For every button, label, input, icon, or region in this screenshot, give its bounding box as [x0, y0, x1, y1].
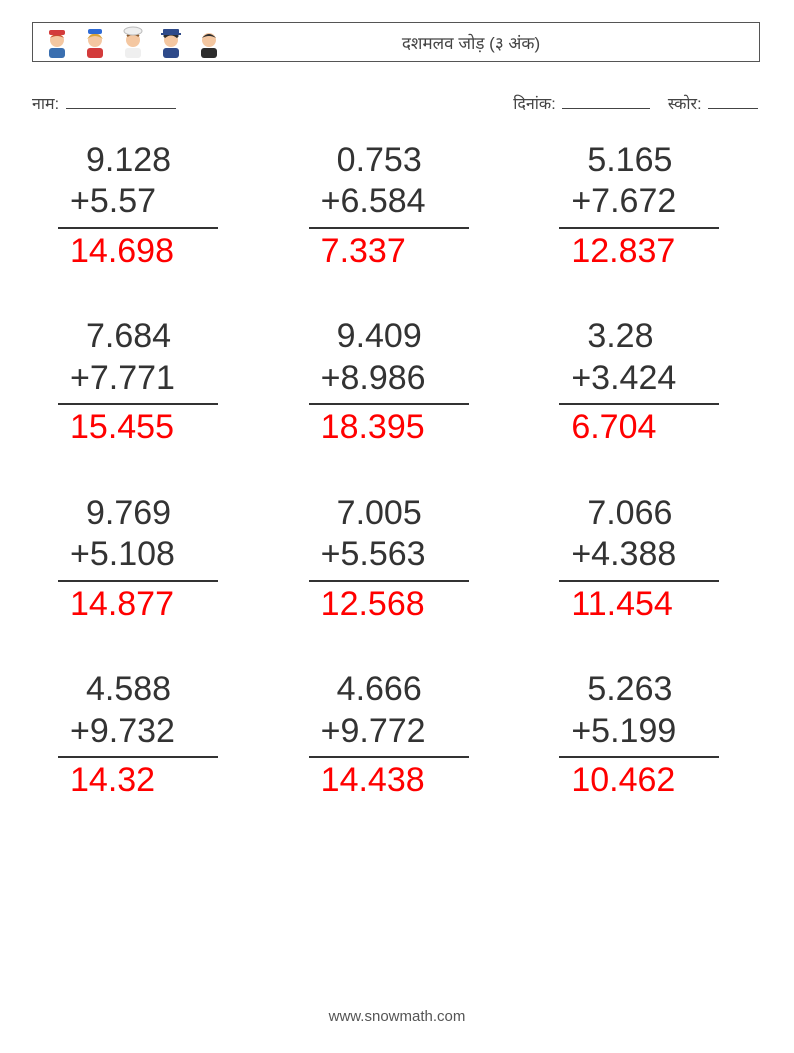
problem-3: 5.165 +7.672 12.837: [559, 140, 719, 272]
date-label: दिनांक:: [513, 96, 555, 113]
worksheet-title: दशमलव जोड़ (३ अंक): [223, 31, 759, 54]
rule-line: [309, 227, 469, 229]
avatar-4-icon: [157, 26, 185, 58]
rule-line: [309, 756, 469, 758]
rule-line: [309, 580, 469, 582]
avatar-1-icon: [43, 26, 71, 58]
rule-line: [559, 756, 719, 758]
operand-b: +5.563: [309, 534, 469, 575]
answer: 14.32: [58, 760, 218, 801]
footer-url: www.snowmath.com: [0, 1008, 794, 1025]
problem-9: 7.066 +4.388 11.454: [559, 493, 719, 625]
problem-2: 0.753 +6.584 7.337: [309, 140, 469, 272]
rule-line: [58, 227, 218, 229]
operand-b: +3.424: [559, 358, 719, 399]
operand-a: 5.263: [559, 669, 719, 710]
operand-a: 7.005: [309, 493, 469, 534]
answer: 14.877: [58, 584, 218, 625]
answer: 14.698: [58, 231, 218, 272]
operand-b: +6.584: [309, 181, 469, 222]
rule-line: [559, 580, 719, 582]
operand-a: 7.066: [559, 493, 719, 534]
operand-b: +5.199: [559, 711, 719, 752]
rule-line: [559, 227, 719, 229]
rule-line: [559, 403, 719, 405]
name-blank[interactable]: [66, 108, 176, 109]
operand-a: 9.128: [58, 140, 218, 181]
operand-b: +5.108: [58, 534, 218, 575]
rule-line: [58, 756, 218, 758]
problem-10: 4.588 +9.732 14.32: [58, 669, 218, 801]
date-blank[interactable]: [562, 108, 650, 109]
answer: 7.337: [309, 231, 469, 272]
avatar-row: [43, 26, 223, 58]
operand-a: 5.165: [559, 140, 719, 181]
problem-11: 4.666 +9.772 14.438: [309, 669, 469, 801]
score-blank[interactable]: [708, 108, 758, 109]
operand-a: 9.769: [58, 493, 218, 534]
score-label: स्कोर:: [668, 96, 702, 113]
avatar-2-icon: [81, 26, 109, 58]
problems-grid: 9.128 +5.57 14.698 0.753 +6.584 7.337 5.…: [58, 140, 738, 802]
name-label: नाम:: [32, 96, 59, 113]
problem-7: 9.769 +5.108 14.877: [58, 493, 218, 625]
operand-a: 7.684: [58, 316, 218, 357]
problem-6: 3.28 +3.424 6.704: [559, 316, 719, 448]
operand-b: +9.732: [58, 711, 218, 752]
problem-1: 9.128 +5.57 14.698: [58, 140, 218, 272]
answer: 11.454: [559, 584, 719, 625]
operand-b: +5.57: [58, 181, 218, 222]
rule-line: [58, 403, 218, 405]
date-score-field: दिनांक: स्कोर:: [513, 92, 758, 114]
operand-b: +7.672: [559, 181, 719, 222]
operand-a: 4.588: [58, 669, 218, 710]
answer: 18.395: [309, 407, 469, 448]
operand-b: +7.771: [58, 358, 218, 399]
operand-a: 9.409: [309, 316, 469, 357]
avatar-3-icon: [119, 26, 147, 58]
worksheet-page: दशमलव जोड़ (३ अंक) नाम: दिनांक: स्कोर: 9…: [0, 0, 794, 1053]
operand-a: 3.28: [559, 316, 719, 357]
operand-b: +9.772: [309, 711, 469, 752]
problem-5: 9.409 +8.986 18.395: [309, 316, 469, 448]
answer: 12.568: [309, 584, 469, 625]
problem-12: 5.263 +5.199 10.462: [559, 669, 719, 801]
rule-line: [309, 403, 469, 405]
operand-a: 0.753: [309, 140, 469, 181]
header-box: दशमलव जोड़ (३ अंक): [32, 22, 760, 62]
operand-b: +4.388: [559, 534, 719, 575]
operand-b: +8.986: [309, 358, 469, 399]
answer: 6.704: [559, 407, 719, 448]
name-field: नाम:: [32, 92, 176, 114]
answer: 12.837: [559, 231, 719, 272]
answer: 15.455: [58, 407, 218, 448]
operand-a: 4.666: [309, 669, 469, 710]
answer: 14.438: [309, 760, 469, 801]
problem-4: 7.684 +7.771 15.455: [58, 316, 218, 448]
problem-8: 7.005 +5.563 12.568: [309, 493, 469, 625]
avatar-5-icon: [195, 26, 223, 58]
answer: 10.462: [559, 760, 719, 801]
rule-line: [58, 580, 218, 582]
